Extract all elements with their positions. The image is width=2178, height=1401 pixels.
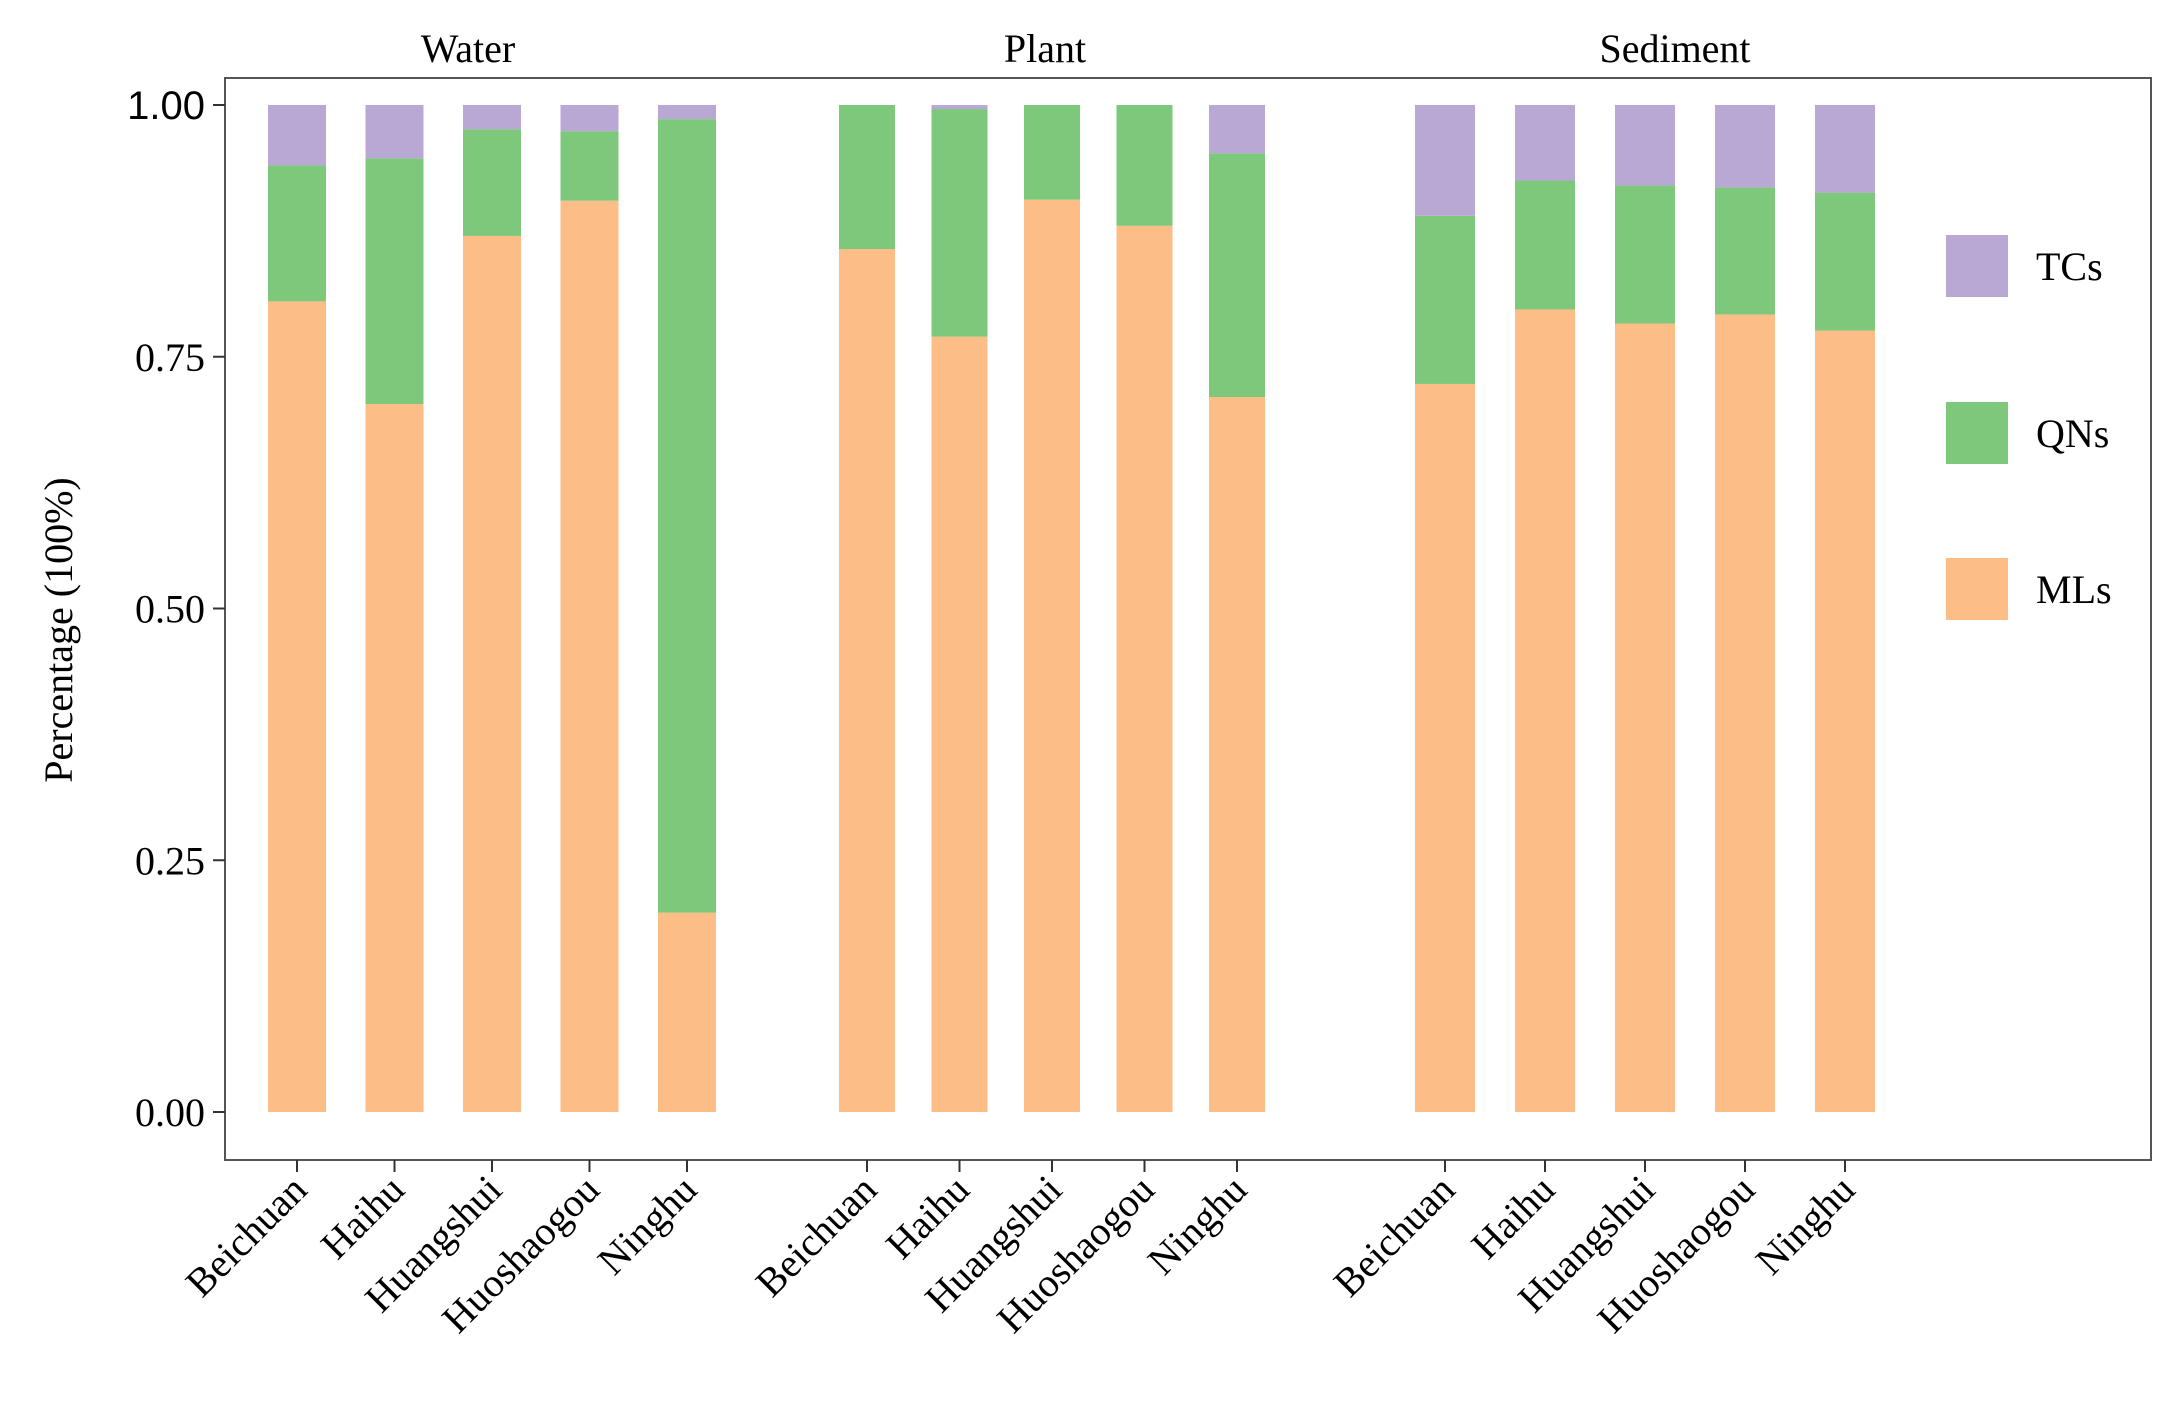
bar-segment bbox=[931, 105, 988, 110]
y-tick-label: 1.00 bbox=[127, 84, 205, 128]
bar-segment bbox=[560, 105, 619, 132]
bar-segment bbox=[1515, 105, 1575, 181]
bar-segment bbox=[1815, 192, 1875, 331]
x-tick-label: Beichuan bbox=[1325, 1167, 1464, 1306]
bar-segment bbox=[268, 165, 326, 302]
bar-segment bbox=[365, 158, 424, 405]
bar-segment bbox=[839, 105, 895, 250]
group-title: Water bbox=[421, 26, 516, 71]
bar-segment bbox=[1815, 330, 1875, 1112]
bar-segment bbox=[1024, 105, 1080, 200]
bar-segment bbox=[1615, 185, 1675, 324]
bar-segment bbox=[463, 129, 521, 236]
bar-segment bbox=[1415, 215, 1475, 384]
bar-segment bbox=[658, 119, 716, 913]
bar-segment bbox=[1024, 199, 1080, 1112]
group-title: Plant bbox=[1004, 26, 1086, 71]
bar-segment bbox=[268, 301, 326, 1112]
bars-layer bbox=[268, 105, 1875, 1113]
bar-segment bbox=[365, 105, 424, 159]
legend-swatch bbox=[1946, 558, 2008, 620]
bar-segment bbox=[1715, 187, 1775, 315]
x-tick-label: Ninghu bbox=[1139, 1167, 1256, 1284]
y-tick-label: 0.00 bbox=[135, 1090, 205, 1135]
bar-segment bbox=[1116, 105, 1173, 226]
bar-segment bbox=[1615, 105, 1675, 186]
y-tick-label: 0.25 bbox=[135, 838, 205, 883]
legend-label: QNs bbox=[2036, 411, 2109, 456]
bar-segment bbox=[1615, 323, 1675, 1112]
legend-swatch bbox=[1946, 402, 2008, 464]
legend-swatch bbox=[1946, 235, 2008, 297]
axes-layer bbox=[213, 104, 1846, 1172]
bar-segment bbox=[931, 336, 988, 1112]
bar-segment bbox=[1515, 309, 1575, 1112]
bar-segment bbox=[365, 404, 424, 1113]
y-axis-label: Percentage (100%) bbox=[36, 477, 81, 782]
bar-segment bbox=[1515, 180, 1575, 310]
bar-segment bbox=[560, 200, 619, 1113]
bar-segment bbox=[1715, 105, 1775, 188]
bar-segment bbox=[1415, 105, 1475, 216]
bar-segment bbox=[1715, 314, 1775, 1112]
bar-segment bbox=[1415, 383, 1475, 1113]
bar-segment bbox=[658, 912, 716, 1112]
bar-segment bbox=[839, 249, 895, 1113]
bar-segment bbox=[931, 109, 988, 337]
bar-segment bbox=[658, 105, 716, 120]
x-tick-label: Ninghu bbox=[589, 1167, 706, 1284]
legend-label: TCs bbox=[2036, 244, 2103, 289]
bar-segment bbox=[268, 105, 326, 166]
x-tick-label: Beichuan bbox=[747, 1167, 886, 1306]
bar-segment bbox=[1209, 105, 1265, 154]
group-title: Sediment bbox=[1599, 26, 1750, 71]
bar-segment bbox=[1209, 153, 1265, 398]
legend: TCs QNs MLs bbox=[1946, 235, 2112, 620]
bar-segment bbox=[1116, 225, 1173, 1113]
bar-segment bbox=[463, 105, 521, 130]
x-tick-label: Beichuan bbox=[177, 1167, 316, 1306]
bar-segment bbox=[463, 235, 521, 1112]
y-tick-label: 0.50 bbox=[135, 587, 205, 632]
bar-segment bbox=[1209, 397, 1265, 1112]
y-tick-label: 0.75 bbox=[135, 335, 205, 380]
x-tick-label: Ninghu bbox=[1747, 1167, 1864, 1284]
bar-segment bbox=[1815, 105, 1875, 193]
legend-label: MLs bbox=[2036, 567, 2112, 612]
bar-segment bbox=[560, 131, 619, 201]
